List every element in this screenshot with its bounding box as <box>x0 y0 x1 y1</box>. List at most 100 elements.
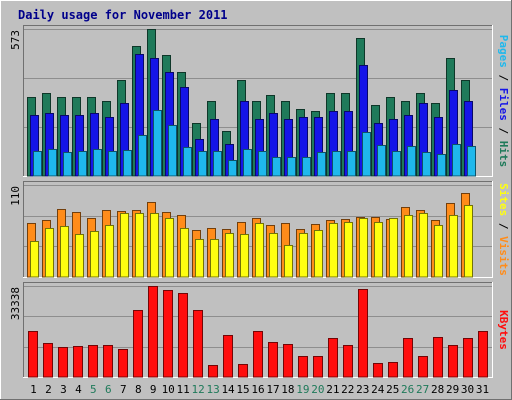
bar-pages <box>78 151 87 177</box>
bar-sites <box>344 222 353 278</box>
bar-sites <box>434 225 443 278</box>
bar-sites <box>269 233 278 278</box>
bar-sites <box>419 213 428 278</box>
panel-legend: Sites / Visits <box>497 183 510 276</box>
x-axis: 1 2 3 4 5 6 7 8 9 10 11 12 13 14 15 16 17 18 19 20 21 22 23 24 2… <box>30 383 489 396</box>
bar-pages <box>407 146 416 177</box>
bar-sites <box>135 213 144 278</box>
bar-sites <box>240 234 249 278</box>
panel-legend: KBytes <box>497 310 510 350</box>
legend-hits: Hits <box>497 141 510 168</box>
series-pages <box>33 110 476 177</box>
x-tick-label: 12 <box>192 383 205 396</box>
x-tick-label: 15 <box>236 383 249 396</box>
x-tick-label: 13 <box>206 383 219 396</box>
bar-kbytes <box>328 338 338 378</box>
bar-kbytes <box>373 363 383 378</box>
bar-sites <box>225 233 234 278</box>
bar-kbytes <box>118 349 128 378</box>
y-max-label: 110 <box>9 186 22 206</box>
bar-pages <box>48 149 57 177</box>
bar-pages <box>108 151 117 177</box>
bar-kbytes <box>343 345 353 378</box>
bar-kbytes <box>313 356 323 378</box>
bar-pages <box>317 152 326 177</box>
bar-sites <box>165 218 174 278</box>
bar-kbytes <box>58 347 68 378</box>
bar-kbytes <box>418 356 428 378</box>
bar-kbytes <box>253 331 263 378</box>
x-tick-label: 24 <box>371 383 385 396</box>
x-tick-label: 1 <box>30 383 37 396</box>
bar-pages <box>228 160 237 177</box>
bar-sites <box>90 231 99 278</box>
x-tick-label: 20 <box>311 383 324 396</box>
bar-sites <box>389 218 398 278</box>
bar-pages <box>93 149 102 177</box>
panel-legend: Pages / Files / Hits <box>497 35 510 168</box>
x-tick-label: 31 <box>476 383 489 396</box>
x-tick-label: 18 <box>281 383 294 396</box>
bar-kbytes <box>238 364 248 378</box>
x-tick-label: 19 <box>296 383 309 396</box>
panel-visits-sites: 110 Sites / Visits <box>9 181 510 278</box>
x-tick-label: 22 <box>341 383 354 396</box>
bar-sites <box>464 205 473 278</box>
bar-sites <box>255 223 264 278</box>
bar-pages <box>422 152 431 177</box>
x-tick-label: 5 <box>90 383 97 396</box>
bar-kbytes <box>178 293 188 378</box>
bar-sites <box>45 228 54 278</box>
x-tick-label: 3 <box>60 383 67 396</box>
x-tick-label: 7 <box>120 383 127 396</box>
bar-pages <box>302 157 311 177</box>
x-tick-label: 27 <box>416 383 429 396</box>
bar-kbytes <box>298 356 308 378</box>
bar-pages <box>168 125 177 177</box>
legend-separator: / <box>497 121 510 141</box>
bar-sites <box>449 215 458 278</box>
bar-sites <box>180 228 189 278</box>
bar-kbytes <box>43 343 53 378</box>
bar-kbytes <box>358 289 368 378</box>
legend-files: Files <box>497 88 510 121</box>
bar-sites <box>75 234 84 278</box>
x-tick-label: 16 <box>251 383 264 396</box>
bar-sites <box>284 245 293 278</box>
bar-kbytes <box>73 346 83 378</box>
bar-sites <box>150 213 159 278</box>
bar-kbytes <box>193 310 203 378</box>
bar-pages <box>33 151 42 177</box>
bar-sites <box>195 239 204 278</box>
bar-sites <box>404 215 413 278</box>
bar-pages <box>332 151 341 177</box>
bar-pages <box>213 151 222 177</box>
x-tick-label: 17 <box>266 383 279 396</box>
x-tick-label: 11 <box>177 383 190 396</box>
bar-sites <box>210 239 219 278</box>
bar-kbytes <box>208 365 218 378</box>
series-files <box>30 54 473 177</box>
bar-pages <box>272 157 281 177</box>
series-sites <box>30 205 473 278</box>
bar-pages <box>347 151 356 177</box>
x-tick-label: 26 <box>401 383 414 396</box>
bar-pages <box>392 151 401 177</box>
legend-kbytes: KBytes <box>497 310 510 350</box>
x-tick-label: 25 <box>386 383 399 396</box>
bar-pages <box>153 110 162 177</box>
y-max-label: 573 <box>9 30 22 50</box>
bar-pages <box>258 151 267 177</box>
bar-kbytes <box>148 286 158 378</box>
bar-pages <box>183 147 192 177</box>
bar-sites <box>60 226 69 278</box>
y-max-label: 33338 <box>9 287 22 320</box>
bar-kbytes <box>283 344 293 378</box>
bar-pages <box>138 135 147 177</box>
bar-pages <box>377 145 386 177</box>
bar-kbytes <box>433 337 443 378</box>
bar-pages <box>362 132 371 177</box>
x-tick-label: 23 <box>356 383 369 396</box>
